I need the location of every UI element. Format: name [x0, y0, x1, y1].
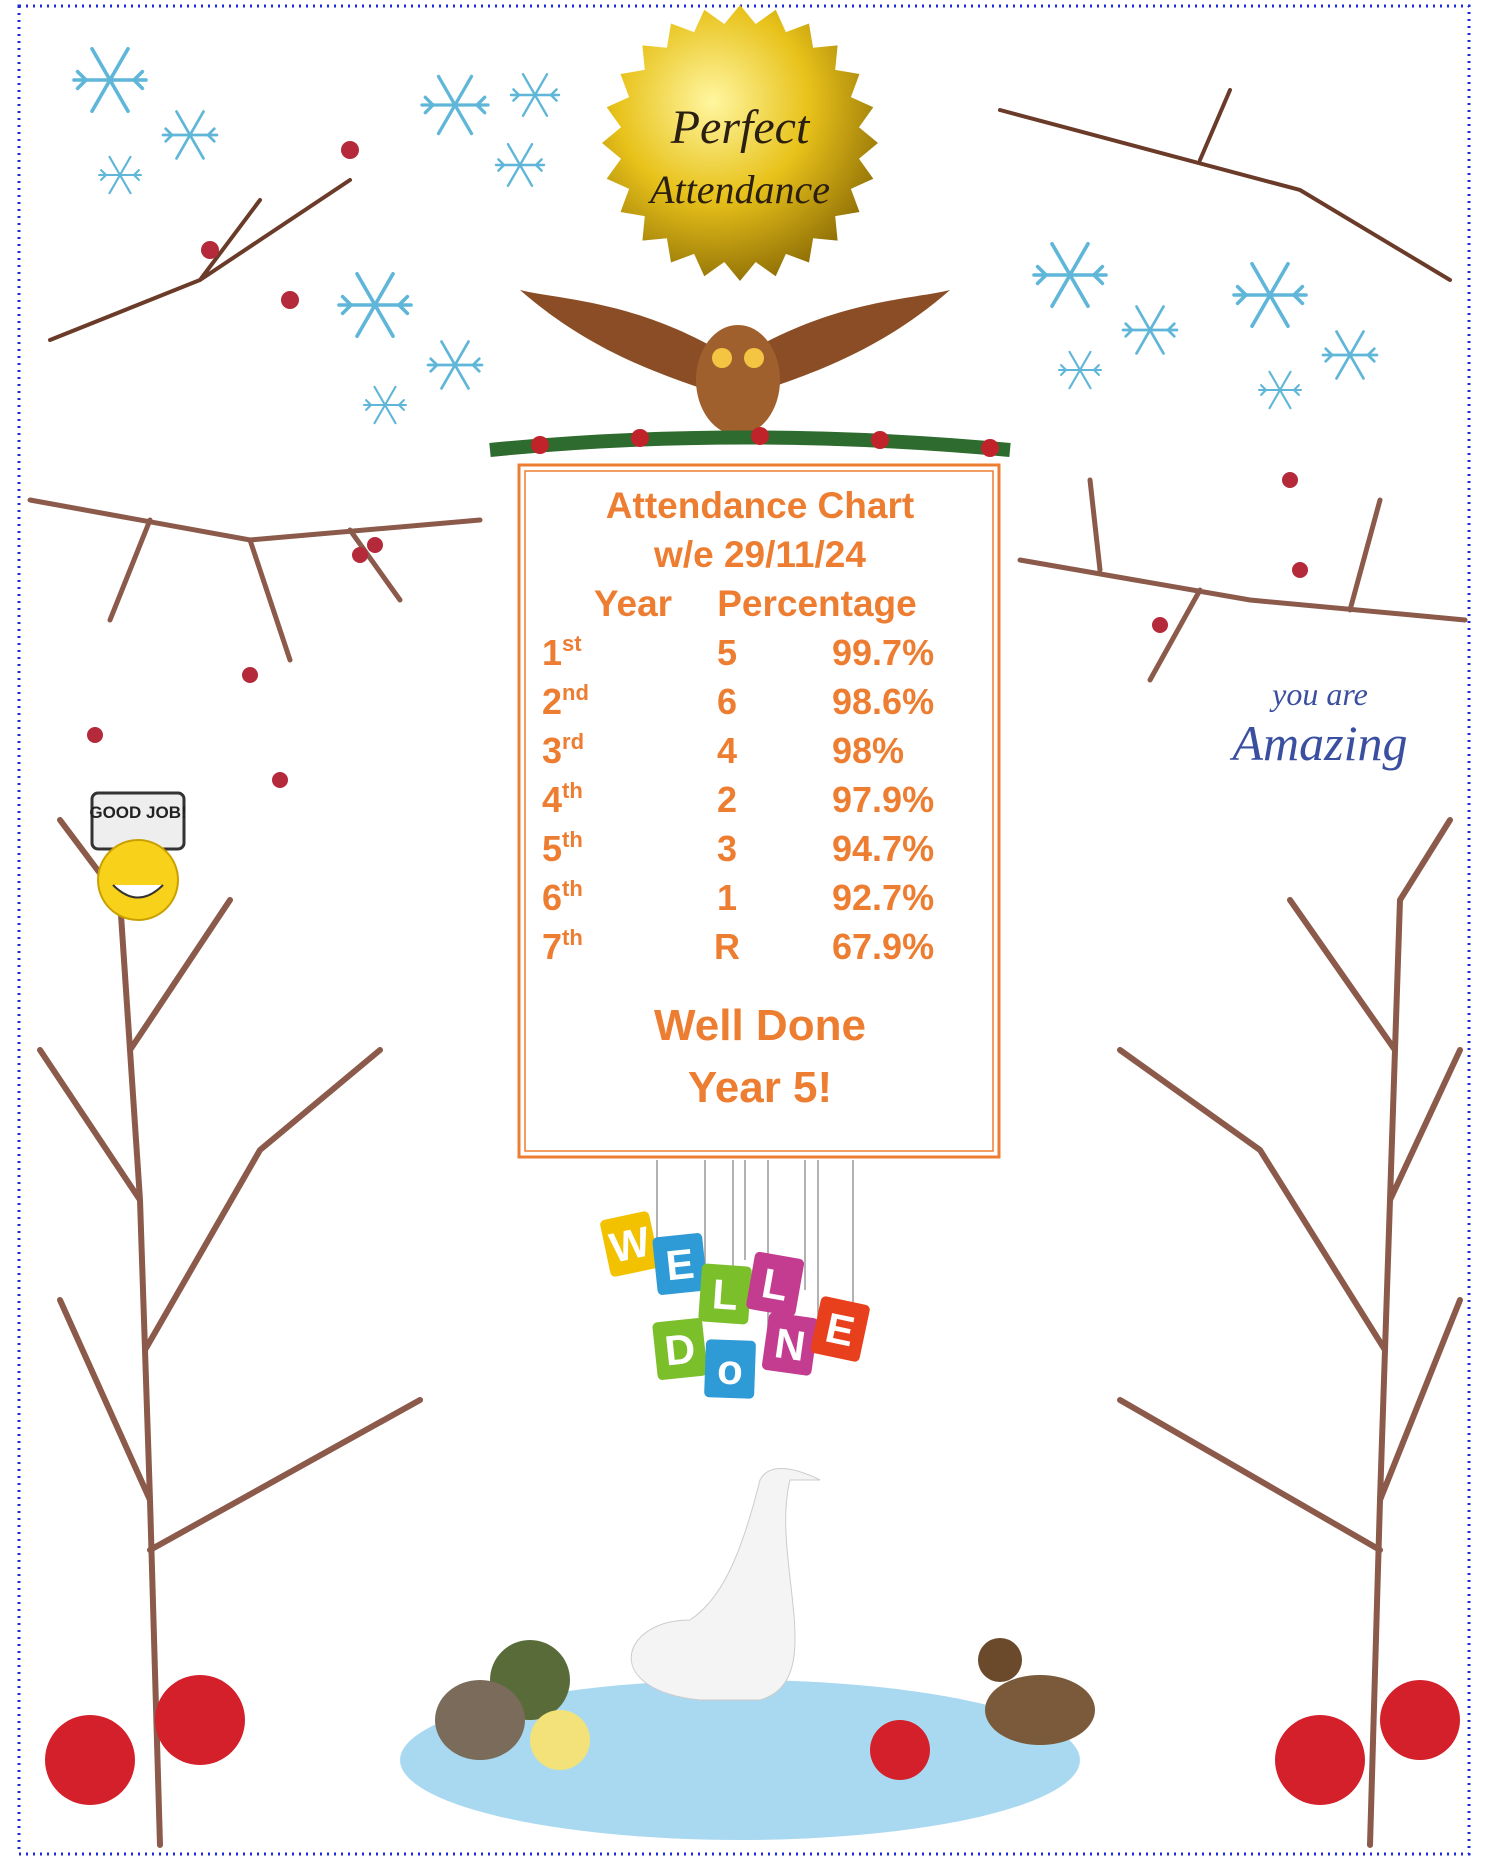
sign-letter: D: [652, 1318, 708, 1381]
footer-line: Year 5!: [688, 1063, 832, 1112]
year: 2: [717, 779, 737, 820]
badge-line2: Attendance: [647, 167, 830, 212]
good-job-emoji: GOOD JOB!: [89, 793, 186, 920]
owl: [520, 290, 950, 435]
chart-subtitle: w/e 29/11/24: [653, 534, 866, 575]
sign-letter: L: [698, 1263, 752, 1324]
rank-suffix: nd: [562, 680, 589, 705]
year: 4: [717, 730, 737, 771]
perfect-attendance-badge: Perfect Attendance: [602, 5, 878, 281]
year: 1: [717, 877, 737, 918]
year: 5: [717, 632, 737, 673]
rank-suffix: th: [562, 827, 583, 852]
sign-letter-text: L: [711, 1270, 740, 1319]
year: 3: [717, 828, 737, 869]
percentage: 92.7%: [832, 877, 934, 918]
rank-suffix: th: [562, 876, 583, 901]
garland: [490, 427, 1010, 457]
rank-suffix: st: [562, 631, 582, 656]
sign-letter: E: [810, 1295, 871, 1362]
rank-number: 5: [542, 828, 562, 869]
percentage: 94.7%: [832, 828, 934, 869]
sign-letter-text: E: [664, 1240, 697, 1290]
percentage: 97.9%: [832, 779, 934, 820]
page: Perfect Attendance Attendance Chart w/e …: [0, 0, 1495, 1865]
rank-number: 1: [542, 632, 562, 673]
chart-title: Attendance Chart: [606, 485, 914, 526]
rank-number: 3: [542, 730, 562, 771]
sign-letter: W: [599, 1210, 660, 1277]
poster: Perfect Attendance Attendance Chart w/e …: [0, 0, 1495, 1865]
sign-letter: N: [761, 1312, 819, 1376]
good-job-text: GOOD JOB!: [89, 803, 186, 822]
rank-suffix: rd: [562, 729, 584, 754]
sign-letter: E: [652, 1233, 708, 1296]
sign-letter-text: o: [716, 1346, 743, 1394]
rank-suffix: th: [562, 925, 583, 950]
rank-number: 2: [542, 681, 562, 722]
column-header: Percentage: [717, 583, 917, 624]
rank-number: 4: [542, 779, 562, 820]
percentage: 98%: [832, 730, 904, 771]
percentage: 98.6%: [832, 681, 934, 722]
year: 6: [717, 681, 737, 722]
sign-letter: L: [746, 1251, 805, 1317]
amazing-line2: Amazing: [1230, 715, 1408, 771]
sign-letter: o: [704, 1339, 756, 1399]
sign-letter-text: D: [662, 1325, 697, 1375]
rank-suffix: th: [562, 778, 583, 803]
amazing-line1: you are: [1269, 676, 1368, 712]
rank-number: 6: [542, 877, 562, 918]
year: R: [714, 926, 740, 967]
footer-line: Well Done: [654, 1001, 866, 1050]
badge-line1: Perfect: [670, 101, 811, 154]
column-header: Year: [594, 583, 672, 624]
rank-number: 7: [542, 926, 562, 967]
percentage: 99.7%: [832, 632, 934, 673]
pond-scene: [400, 1468, 1095, 1840]
percentage: 67.9%: [832, 926, 934, 967]
sign-letter-text: N: [772, 1319, 809, 1370]
